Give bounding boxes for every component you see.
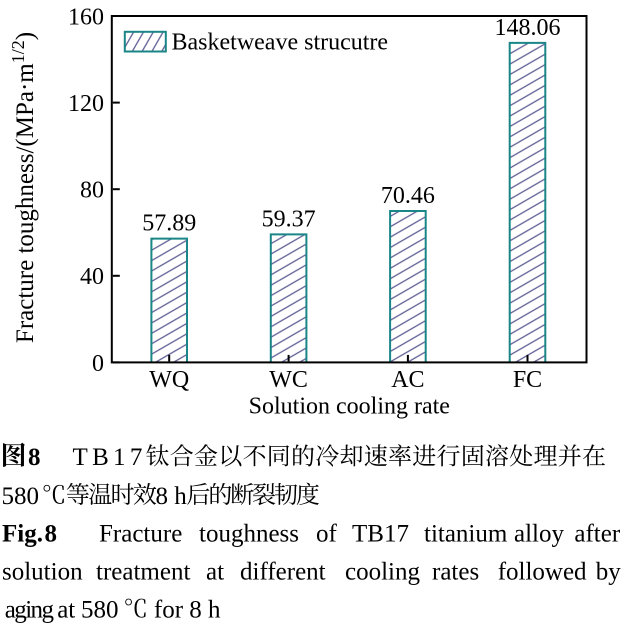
svg-text:treatment: treatment <box>96 558 190 585</box>
svg-text:WQ: WQ <box>149 367 189 393</box>
svg-text:followed: followed <box>498 558 587 585</box>
svg-text:80: 80 <box>80 178 104 204</box>
svg-text:alloy: alloy <box>514 521 564 548</box>
svg-text:Fracture toughness/(MPa·m1/2): Fracture toughness/(MPa·m1/2) <box>8 32 39 343</box>
svg-text:after: after <box>574 521 620 548</box>
svg-text:8 h: 8 h <box>156 483 188 510</box>
svg-text:solution: solution <box>2 558 83 585</box>
svg-text:at: at <box>57 597 75 624</box>
svg-text:aging: aging <box>5 597 55 624</box>
svg-text:160: 160 <box>68 4 104 30</box>
svg-text:cooling: cooling <box>345 558 420 585</box>
svg-text:8: 8 <box>45 521 58 548</box>
svg-text:148.06: 148.06 <box>495 15 561 41</box>
svg-text:by: by <box>596 558 622 585</box>
svg-text:titanium: titanium <box>424 521 508 548</box>
svg-text:8: 8 <box>28 444 41 471</box>
svg-text:for 8 h: for 8 h <box>154 597 221 624</box>
svg-text:TB17: TB17 <box>73 444 147 471</box>
svg-text:toughness: toughness <box>199 521 299 548</box>
svg-text:0: 0 <box>92 351 104 377</box>
svg-text:TB17: TB17 <box>352 521 409 548</box>
svg-text:Fig.: Fig. <box>2 521 43 548</box>
svg-text:AC: AC <box>391 367 424 393</box>
svg-text:of: of <box>316 521 338 548</box>
svg-text:rates: rates <box>432 558 479 585</box>
svg-text:Fracture: Fracture <box>99 521 182 548</box>
svg-text:580: 580 <box>2 483 40 510</box>
svg-text:at: at <box>206 558 224 585</box>
svg-text:Solution cooling rate: Solution cooling rate <box>249 394 450 420</box>
svg-text:57.89: 57.89 <box>142 211 196 237</box>
svg-text:40: 40 <box>80 264 104 290</box>
svg-text:580: 580 <box>81 597 119 624</box>
svg-text:70.46: 70.46 <box>381 183 435 209</box>
svg-text:different: different <box>240 558 326 585</box>
svg-text:FC: FC <box>513 367 542 393</box>
svg-text:120: 120 <box>68 91 104 117</box>
svg-text:Basketweave strucutre: Basketweave strucutre <box>172 30 389 56</box>
svg-text:59.37: 59.37 <box>262 206 316 232</box>
svg-text:WC: WC <box>269 367 308 393</box>
